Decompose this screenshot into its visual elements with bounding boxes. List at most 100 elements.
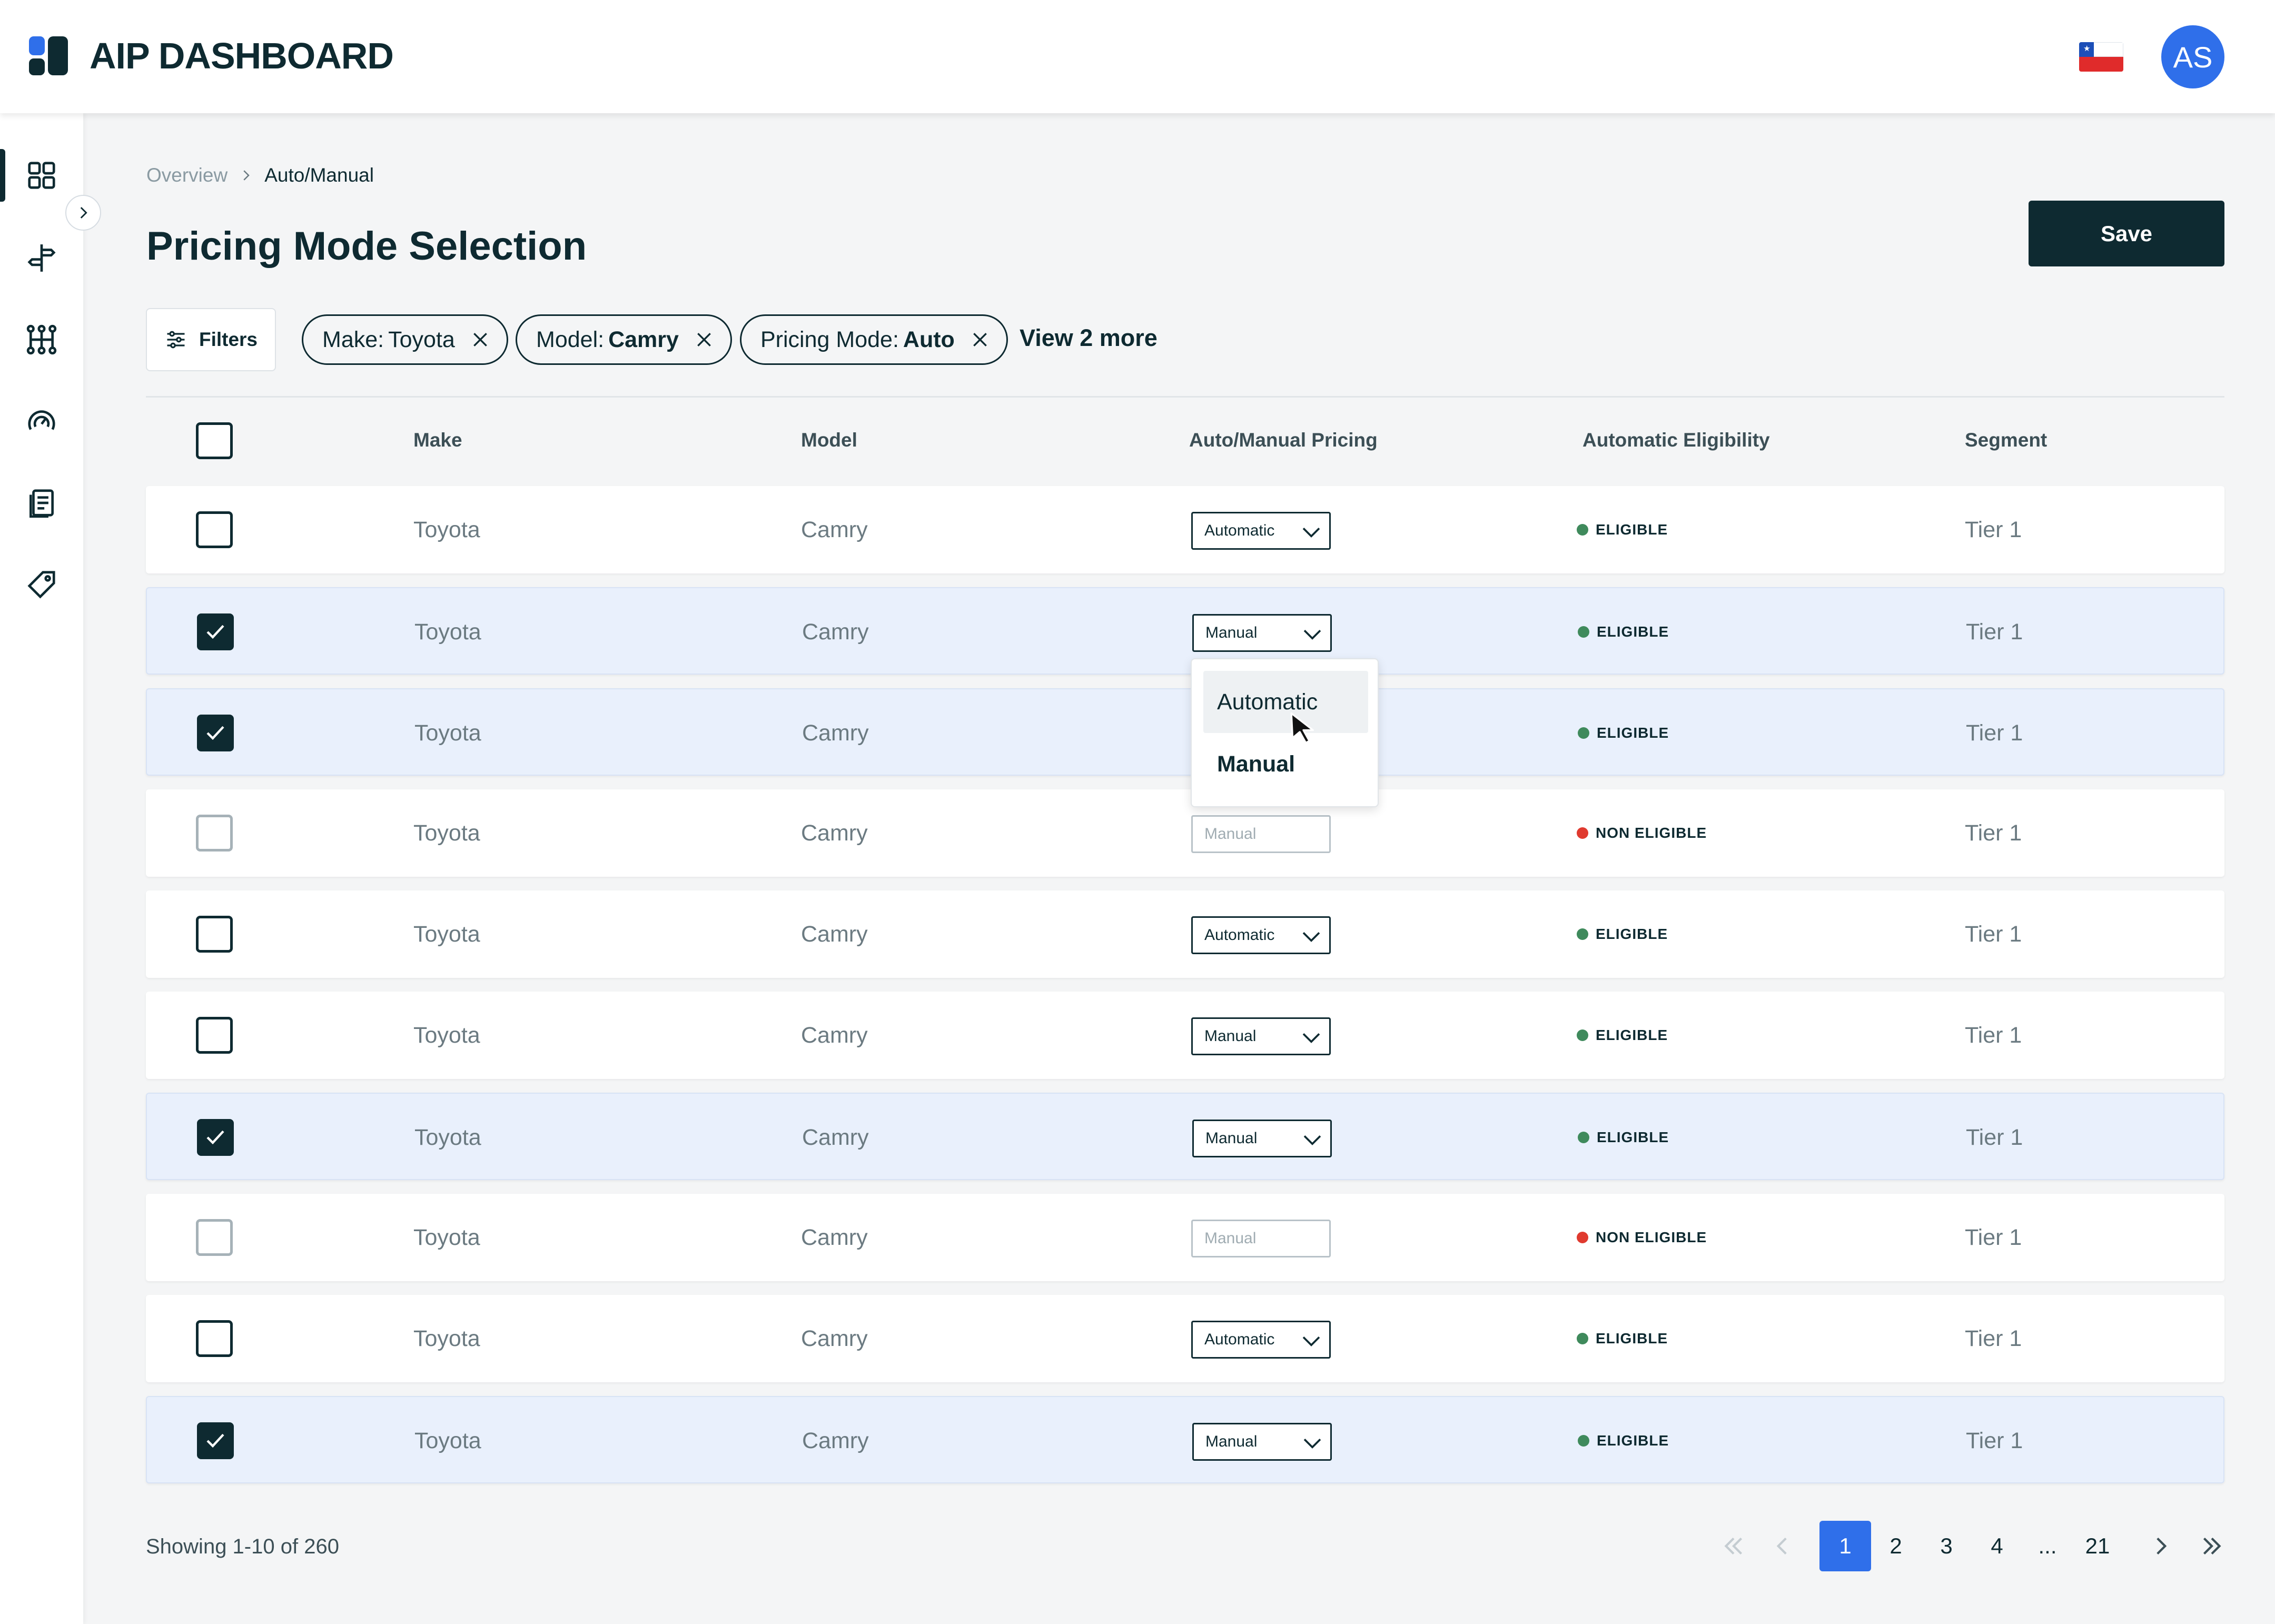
status-dot — [1577, 524, 1588, 536]
user-avatar[interactable]: AS — [2161, 25, 2224, 88]
eligibility-status: ELIGIBLE — [1577, 890, 1668, 978]
table-divider — [146, 396, 2224, 398]
table-row[interactable]: Toyota Camry ELIGIBLE Tier 1 — [146, 688, 2224, 776]
previous-page-button[interactable] — [1767, 1521, 1798, 1571]
pricing-mode-value: Automatic — [1204, 926, 1275, 944]
chevron-down-icon — [1302, 528, 1320, 538]
page-button-4[interactable]: 4 — [1991, 1533, 2003, 1558]
select-all-checkbox[interactable] — [196, 422, 233, 459]
eligibility-label: NON ELIGIBLE — [1596, 825, 1707, 841]
sidebar-expand-button[interactable] — [65, 195, 101, 231]
column-header-make[interactable]: Make — [413, 429, 462, 451]
cell-make: Toyota — [413, 517, 480, 542]
status-dot — [1577, 1232, 1588, 1243]
table-row[interactable]: Toyota Camry Automatic ELIGIBLE Tier 1 — [146, 486, 2224, 573]
sidebar-item-network[interactable] — [0, 311, 83, 369]
sidebar-item-documents[interactable] — [0, 474, 83, 532]
page-button-1[interactable]: 1 — [1819, 1521, 1871, 1571]
status-dot — [1577, 1333, 1588, 1344]
row-checkbox[interactable] — [197, 1119, 234, 1156]
pricing-mode-select[interactable]: Automatic — [1191, 512, 1331, 550]
pagination-summary: Showing 1-10 of 260 — [146, 1535, 339, 1558]
row-checkbox[interactable] — [197, 1422, 234, 1459]
page-button-3[interactable]: 3 — [1940, 1533, 1953, 1558]
chevron-right-icon — [243, 170, 250, 181]
eligibility-status: ELIGIBLE — [1577, 992, 1668, 1079]
pricing-mode-dropdown-menu: Automatic Manual — [1191, 658, 1379, 807]
column-header-pricing[interactable]: Auto/Manual Pricing — [1189, 429, 1378, 451]
sidebar-item-gauge[interactable] — [0, 392, 83, 450]
table-row[interactable]: Toyota Camry Manual NON ELIGIBLE Tier 1 — [146, 789, 2224, 877]
cell-segment: Tier 1 — [1965, 517, 2022, 542]
chevron-down-icon — [1303, 1439, 1321, 1449]
pricing-mode-select[interactable]: Manual — [1192, 1423, 1332, 1461]
row-checkbox[interactable] — [196, 511, 233, 548]
close-icon[interactable] — [970, 329, 991, 350]
chip-label: Model: — [536, 326, 605, 352]
gauge-icon — [28, 410, 55, 430]
chip-value: Toyota — [388, 326, 455, 352]
pricing-mode-select[interactable]: Automatic — [1191, 1321, 1331, 1359]
sidebar-item-pricing[interactable] — [0, 556, 83, 613]
eligibility-label: ELIGIBLE — [1596, 1027, 1668, 1043]
pricing-mode-select[interactable]: Manual — [1192, 1120, 1332, 1157]
table-row[interactable]: Toyota Camry Manual ELIGIBLE Tier 1 — [146, 1396, 2224, 1483]
filters-button[interactable]: Filters — [146, 308, 276, 371]
row-checkbox[interactable] — [197, 715, 234, 751]
pricing-mode-select[interactable]: Manual — [1191, 1017, 1331, 1055]
sidebar-item-dashboard[interactable] — [0, 146, 83, 204]
filter-chip-make[interactable]: Make: Toyota — [302, 314, 508, 365]
cell-model: Camry — [801, 1325, 868, 1351]
status-dot — [1578, 1132, 1589, 1143]
row-checkbox[interactable] — [196, 1017, 233, 1054]
price-tag-icon — [27, 571, 55, 599]
cell-segment: Tier 1 — [1966, 720, 2023, 746]
table-row[interactable]: Toyota Camry Automatic ELIGIBLE Tier 1 — [146, 890, 2224, 978]
row-checkbox[interactable] — [196, 916, 233, 953]
last-page-button[interactable] — [2196, 1521, 2228, 1571]
cell-model: Camry — [801, 1224, 868, 1250]
table-row[interactable]: Toyota Camry Manual ELIGIBLE Tier 1 — [146, 587, 2224, 675]
close-icon[interactable] — [470, 329, 491, 350]
status-dot — [1577, 827, 1588, 839]
close-icon[interactable] — [694, 329, 715, 350]
column-header-model[interactable]: Model — [801, 429, 857, 451]
filters-button-label: Filters — [199, 329, 258, 350]
eligibility-label: NON ELIGIBLE — [1596, 1229, 1707, 1245]
page-button-2[interactable]: 2 — [1890, 1533, 1902, 1558]
cell-model: Camry — [801, 1022, 868, 1048]
pricing-mode-select[interactable]: Manual — [1192, 614, 1332, 652]
filter-chip-pricing-mode[interactable]: Pricing Mode: Auto — [740, 314, 1008, 365]
row-checkbox[interactable] — [197, 613, 234, 650]
column-header-segment[interactable]: Segment — [1965, 429, 2048, 451]
cell-segment: Tier 1 — [1965, 1325, 2022, 1351]
document-list-icon — [29, 489, 54, 518]
eligibility-label: ELIGIBLE — [1597, 623, 1669, 640]
table-row[interactable]: Toyota Camry Manual ELIGIBLE Tier 1 — [146, 992, 2224, 1079]
page-button-21[interactable]: 21 — [2085, 1533, 2110, 1558]
cell-make: Toyota — [413, 1325, 480, 1351]
eligibility-label: ELIGIBLE — [1597, 1129, 1669, 1145]
row-checkbox[interactable] — [196, 1320, 233, 1357]
cell-make: Toyota — [414, 720, 481, 746]
chile-flag-icon[interactable]: ★ — [2079, 42, 2123, 72]
filter-chip-model[interactable]: Model: Camry — [516, 314, 732, 365]
sidebar-item-signpost[interactable] — [0, 229, 83, 287]
next-page-button[interactable] — [2145, 1521, 2177, 1571]
table-row[interactable]: Toyota Camry Automatic ELIGIBLE Tier 1 — [146, 1295, 2224, 1382]
column-header-eligibility[interactable]: Automatic Eligibility — [1582, 429, 1770, 451]
view-more-filters-link[interactable]: View 2 more — [1020, 324, 1158, 351]
dropdown-option-manual[interactable]: Manual — [1217, 751, 1295, 777]
chip-value: Auto — [903, 326, 955, 352]
table-row[interactable]: Toyota Camry Manual ELIGIBLE Tier 1 — [146, 1093, 2224, 1180]
dropdown-option-automatic[interactable]: Automatic — [1203, 671, 1368, 733]
eligibility-status: NON ELIGIBLE — [1577, 789, 1707, 877]
cell-segment: Tier 1 — [1965, 1022, 2022, 1048]
chevron-down-icon — [1303, 1135, 1321, 1145]
save-button[interactable]: Save — [2029, 201, 2224, 266]
breadcrumb-link-overview[interactable]: Overview — [146, 164, 228, 186]
pricing-mode-value: Manual — [1205, 624, 1258, 641]
pricing-mode-select[interactable]: Automatic — [1191, 916, 1331, 954]
first-page-button[interactable] — [1718, 1521, 1749, 1571]
table-row[interactable]: Toyota Camry Manual NON ELIGIBLE Tier 1 — [146, 1194, 2224, 1281]
